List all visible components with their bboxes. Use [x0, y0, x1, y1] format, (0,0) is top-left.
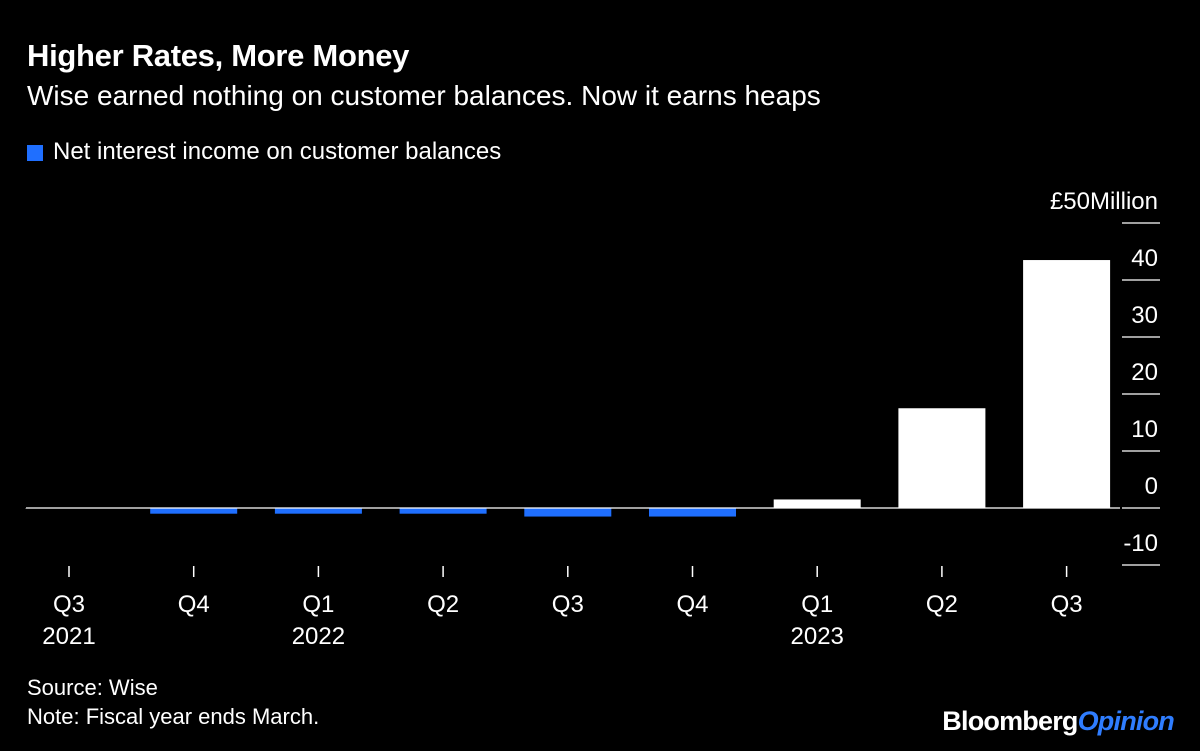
bar-2 [274, 508, 362, 514]
y-tick-label-4: 10 [1131, 416, 1158, 443]
bar-5 [649, 508, 736, 517]
bar-8 [1023, 260, 1111, 508]
logo-bloomberg: Bloomberg [942, 706, 1078, 736]
x-tick-label-1: Q4 [178, 591, 210, 618]
legend-label: Net interest income on customer balances [53, 138, 502, 165]
x-tick-label-0: Q3 [53, 591, 85, 618]
y-tick-label-5: 0 [1145, 473, 1158, 500]
bar-3 [399, 508, 487, 514]
x-year-label-6: 2023 [791, 623, 844, 650]
x-year-label-0: 2021 [42, 623, 95, 650]
y-tick-label-0: £50Million [1050, 188, 1158, 215]
chart-title: Higher Rates, More Money [27, 38, 410, 73]
x-tick-label-6: Q1 [801, 591, 833, 618]
bar-4 [524, 508, 612, 517]
bar-7 [898, 408, 986, 508]
logo-opinion: Opinion [1077, 706, 1175, 736]
legend-swatch [27, 144, 43, 161]
x-year-label-2: 2022 [292, 623, 345, 650]
y-tick-label-1: 40 [1131, 245, 1158, 272]
x-tick-label-8: Q3 [1051, 591, 1083, 618]
legend: Net interest income on customer balances [27, 138, 501, 166]
x-tick-label-2: Q1 [302, 591, 334, 618]
source-note: Source: Wise [27, 675, 158, 700]
chart-subtitle: Wise earned nothing on customer balances… [27, 80, 821, 111]
bloomberg-opinion-logo: BloombergOpinion [942, 706, 1175, 737]
x-tick-label-5: Q4 [676, 591, 708, 618]
bar-1 [150, 508, 238, 514]
y-tick-label-6: -10 [1123, 530, 1158, 557]
y-tick-label-3: 20 [1131, 359, 1158, 386]
x-tick-label-3: Q2 [427, 591, 459, 618]
x-tick-label-7: Q2 [926, 591, 958, 618]
bar-6 [773, 499, 861, 508]
y-tick-label-2: 30 [1131, 302, 1158, 329]
fiscal-note: Note: Fiscal year ends March. [27, 704, 320, 729]
x-tick-label-4: Q3 [552, 591, 584, 618]
